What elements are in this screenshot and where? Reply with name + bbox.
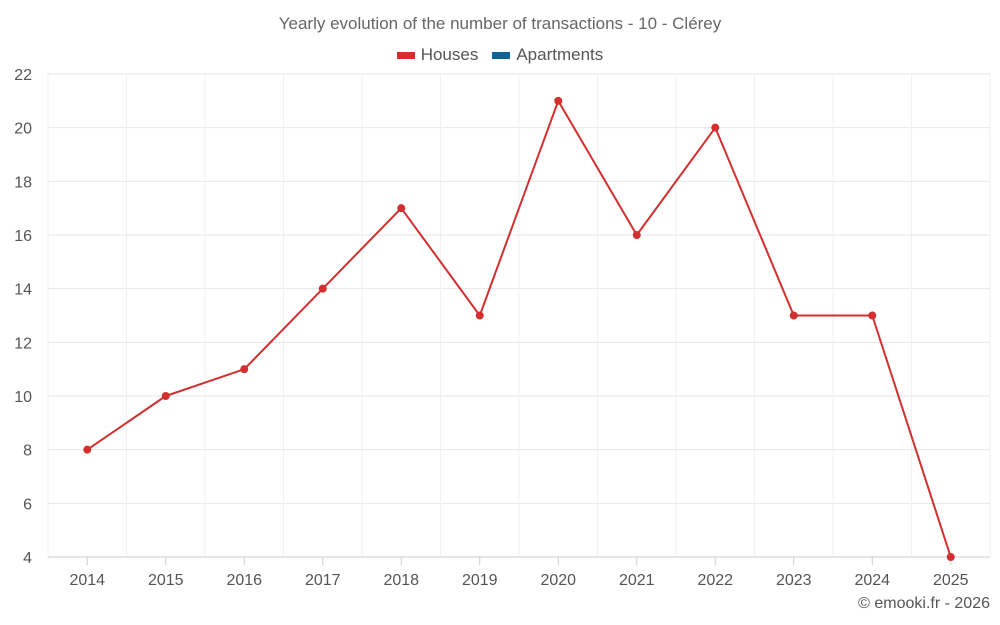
data-point[interactable] <box>789 311 798 320</box>
data-point[interactable] <box>632 231 641 239</box>
y-tick-label: 12 <box>14 335 32 352</box>
y-tick-label: 10 <box>14 389 32 406</box>
data-point[interactable] <box>554 96 563 105</box>
data-point[interactable] <box>397 204 406 213</box>
data-point[interactable] <box>868 311 877 320</box>
data-point[interactable] <box>240 365 249 374</box>
y-tick-label: 14 <box>14 282 32 299</box>
y-tick-label: 16 <box>14 228 32 245</box>
legend-swatch-houses <box>396 51 415 59</box>
x-tick-label: 2019 <box>462 572 498 589</box>
x-tick-label: 2014 <box>69 572 105 589</box>
x-tick-label: 2016 <box>226 572 262 589</box>
data-point[interactable] <box>161 392 170 400</box>
x-tick-label: 2023 <box>776 572 812 589</box>
x-tick-label: 2020 <box>540 572 576 589</box>
y-tick-label: 20 <box>14 121 32 138</box>
y-tick-label: 4 <box>23 550 32 567</box>
x-tick-label: 2021 <box>619 572 655 589</box>
legend-swatch-apartments <box>492 51 511 59</box>
chart-title: Yearly evolution of the number of transa… <box>278 14 722 33</box>
x-tick-label: 2018 <box>383 572 419 589</box>
x-tick-label: 2024 <box>854 572 890 589</box>
data-point[interactable] <box>946 553 955 561</box>
data-point[interactable] <box>711 123 720 132</box>
data-point[interactable] <box>318 284 327 293</box>
x-tick-label: 2017 <box>305 572 341 589</box>
data-point[interactable] <box>83 445 92 454</box>
x-tick-label: 2022 <box>697 572 733 589</box>
chart-legend: Houses Apartments <box>0 45 1000 65</box>
x-tick-label: 2015 <box>148 572 184 589</box>
data-point[interactable] <box>475 311 484 320</box>
legend-label-houses: Houses <box>420 45 479 64</box>
legend-item-houses[interactable]: Houses <box>396 45 479 65</box>
y-tick-label: 18 <box>14 174 32 191</box>
y-tick-label: 8 <box>23 443 32 460</box>
credit-text: © emooki.fr - 2026 <box>858 595 990 612</box>
series-group <box>83 96 955 561</box>
grid <box>47 73 991 558</box>
legend-item-apartments[interactable]: Apartments <box>492 45 603 65</box>
y-tick-label: 22 <box>14 67 32 84</box>
x-tick-label: 2025 <box>933 572 969 589</box>
y-tick-label: 6 <box>23 496 32 513</box>
legend-label-apartments: Apartments <box>516 45 604 64</box>
series-line-houses <box>86 99 952 558</box>
